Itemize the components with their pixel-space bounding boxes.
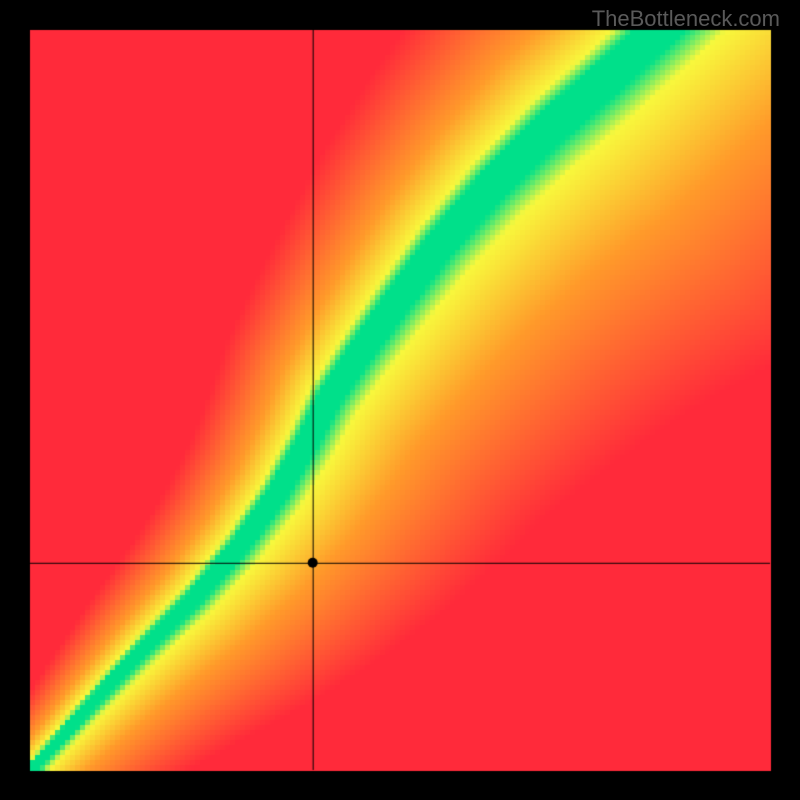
chart-container: TheBottleneck.com [0, 0, 800, 800]
watermark-text: TheBottleneck.com [592, 6, 780, 32]
heatmap-canvas [0, 0, 800, 800]
